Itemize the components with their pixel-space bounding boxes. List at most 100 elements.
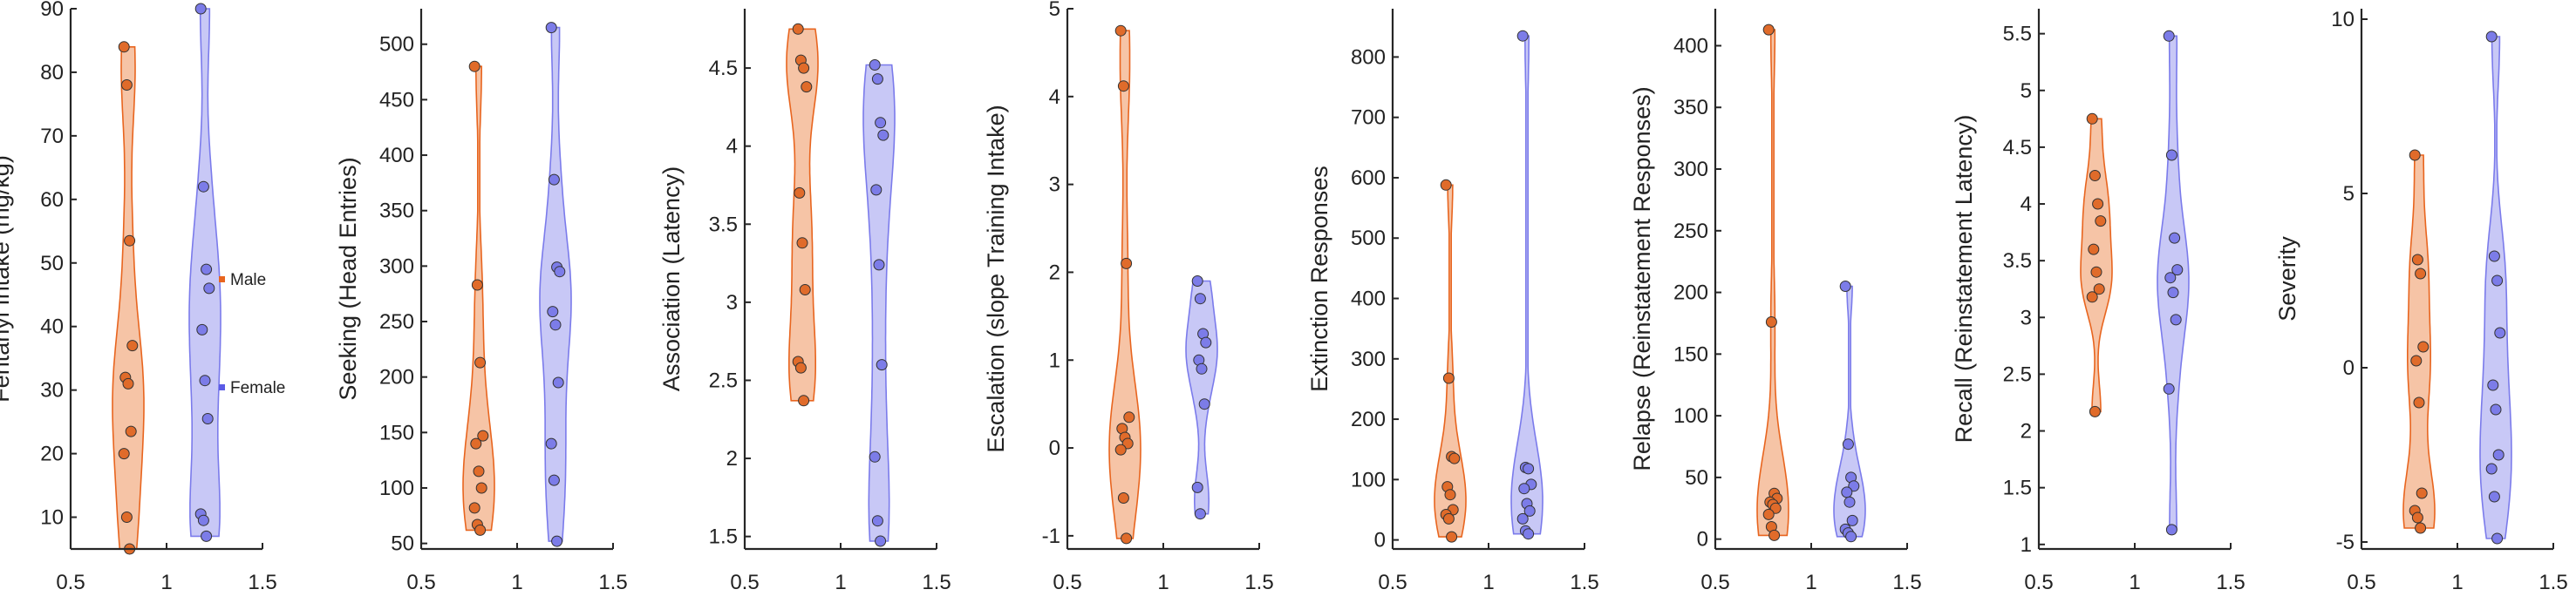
data-point-female [551, 535, 563, 547]
data-point-female [196, 323, 208, 335]
data-point-female [1191, 481, 1203, 493]
data-point-female [2485, 30, 2498, 43]
violin-male [112, 46, 145, 550]
data-point-female [875, 117, 887, 129]
y-tick-label: 350 [379, 200, 414, 223]
data-point-female [1516, 30, 1529, 42]
panel-8: -5 0 5 10 0.5 1 1.5 Severity [2274, 8, 2568, 594]
violin-male [462, 65, 495, 532]
data-point-female [1523, 463, 1535, 475]
data-point-male [1444, 489, 1456, 501]
y-tick-label: 2 [2021, 420, 2032, 444]
y-tick-label: 2 [726, 447, 738, 471]
data-point-female [871, 73, 883, 85]
y-tick-label: 400 [1673, 34, 1708, 58]
data-point-female [203, 282, 215, 295]
data-point-female [1196, 362, 1208, 375]
y-tick-label: 150 [379, 421, 414, 444]
x-tick-label: 1.5 [248, 571, 276, 594]
data-point-female [545, 437, 557, 450]
y-tick-label: 400 [379, 144, 414, 167]
data-point-female [1516, 512, 1529, 525]
y-tick-label: 300 [1673, 158, 1708, 181]
violin-female [1185, 280, 1218, 515]
violin-female [862, 64, 896, 542]
legend: Male Female [219, 271, 285, 397]
data-point-female [554, 266, 566, 278]
y-tick-label: 100 [379, 477, 414, 500]
data-point-female [1194, 293, 1206, 305]
data-point-female [2491, 532, 2504, 545]
data-point-female [873, 259, 885, 271]
data-point-female [547, 306, 559, 318]
data-point-male [792, 23, 804, 35]
data-point-female [875, 535, 887, 547]
y-axis-title: Association (Latency) [658, 166, 685, 391]
data-point-male [2088, 243, 2100, 255]
data-point-female [2169, 232, 2181, 244]
data-point-male [1440, 179, 1452, 191]
data-point-female [548, 474, 560, 486]
data-point-male [1114, 24, 1127, 37]
data-point-female [2165, 524, 2177, 536]
x-tick-label: 1 [2129, 571, 2140, 594]
data-point-male [2415, 522, 2427, 534]
y-tick-label: 350 [1673, 96, 1708, 119]
data-point-male [471, 279, 483, 291]
data-point-male [1117, 80, 1129, 92]
data-point-male [118, 448, 130, 460]
y-axis-title: Extinction Responses [1306, 166, 1332, 392]
data-point-male [801, 81, 813, 93]
y-tick-label: 450 [379, 88, 414, 112]
x-tick-label: 1.5 [598, 571, 627, 594]
data-point-female [197, 180, 209, 193]
y-tick-label: 500 [379, 33, 414, 57]
data-point-female [2170, 314, 2182, 326]
data-point-male [1442, 372, 1455, 384]
data-point-male [794, 186, 806, 199]
data-point-female [199, 375, 211, 387]
data-point-male [799, 284, 811, 295]
y-tick-label: 3.5 [709, 213, 738, 236]
data-point-male [2416, 487, 2428, 499]
x-tick-label: 0.5 [56, 571, 85, 594]
x-tick-label: 0.5 [1053, 571, 1081, 594]
data-point-female [1843, 496, 1856, 508]
y-tick-label: 70 [40, 125, 64, 148]
legend-item-female: Female [219, 379, 285, 397]
violin-female [1510, 35, 1544, 535]
y-tick-label: 800 [1351, 45, 1386, 69]
x-tick-label: 0.5 [1378, 571, 1407, 594]
data-point-female [545, 22, 557, 34]
data-point-female [2494, 327, 2506, 339]
panel-3: 1.5 2 2.5 3 3.5 4 4.5 0.5 1 1.5 Association (Laten… [658, 9, 951, 594]
data-point-female [2163, 383, 2175, 395]
y-tick-label: -1 [1042, 525, 1060, 548]
x-tick-label: 1 [511, 571, 522, 594]
y-tick-label: -5 [2336, 531, 2355, 554]
x-tick-label: 1 [2451, 571, 2463, 594]
y-axis-title: Fentanyl Intake (mg/kg) [0, 155, 14, 403]
y-tick-label: 2.5 [709, 369, 738, 392]
legend-swatch-female [219, 384, 225, 390]
y-tick-label: 5 [1049, 0, 1060, 21]
panel-1: 10 20 30 40 50 60 70 80 90 0.5 1 1.5 Fentanyl Intake… [0, 0, 277, 594]
y-tick-label: 1.5 [2003, 477, 2032, 500]
x-tick-label: 1.5 [2216, 571, 2245, 594]
data-point-male [124, 234, 136, 247]
data-point-female [552, 376, 564, 389]
data-point-female [877, 129, 889, 141]
data-point-male [1762, 508, 1775, 520]
y-tick-label: 5 [2343, 182, 2355, 206]
y-tick-label: 4 [1049, 85, 1060, 109]
data-point-female [1198, 398, 1210, 410]
data-point-male [1121, 532, 1133, 545]
legend-swatch-male [219, 276, 225, 282]
data-point-female [1842, 438, 1854, 451]
violin-male [2402, 154, 2436, 529]
panel-2: 50 100 150 200 250 300 350 400 450 500 0.5 1 1.5 Seek… [335, 9, 628, 594]
data-point-male [2086, 112, 2098, 125]
y-tick-label: 60 [40, 188, 64, 212]
y-tick-label: 300 [379, 254, 414, 278]
